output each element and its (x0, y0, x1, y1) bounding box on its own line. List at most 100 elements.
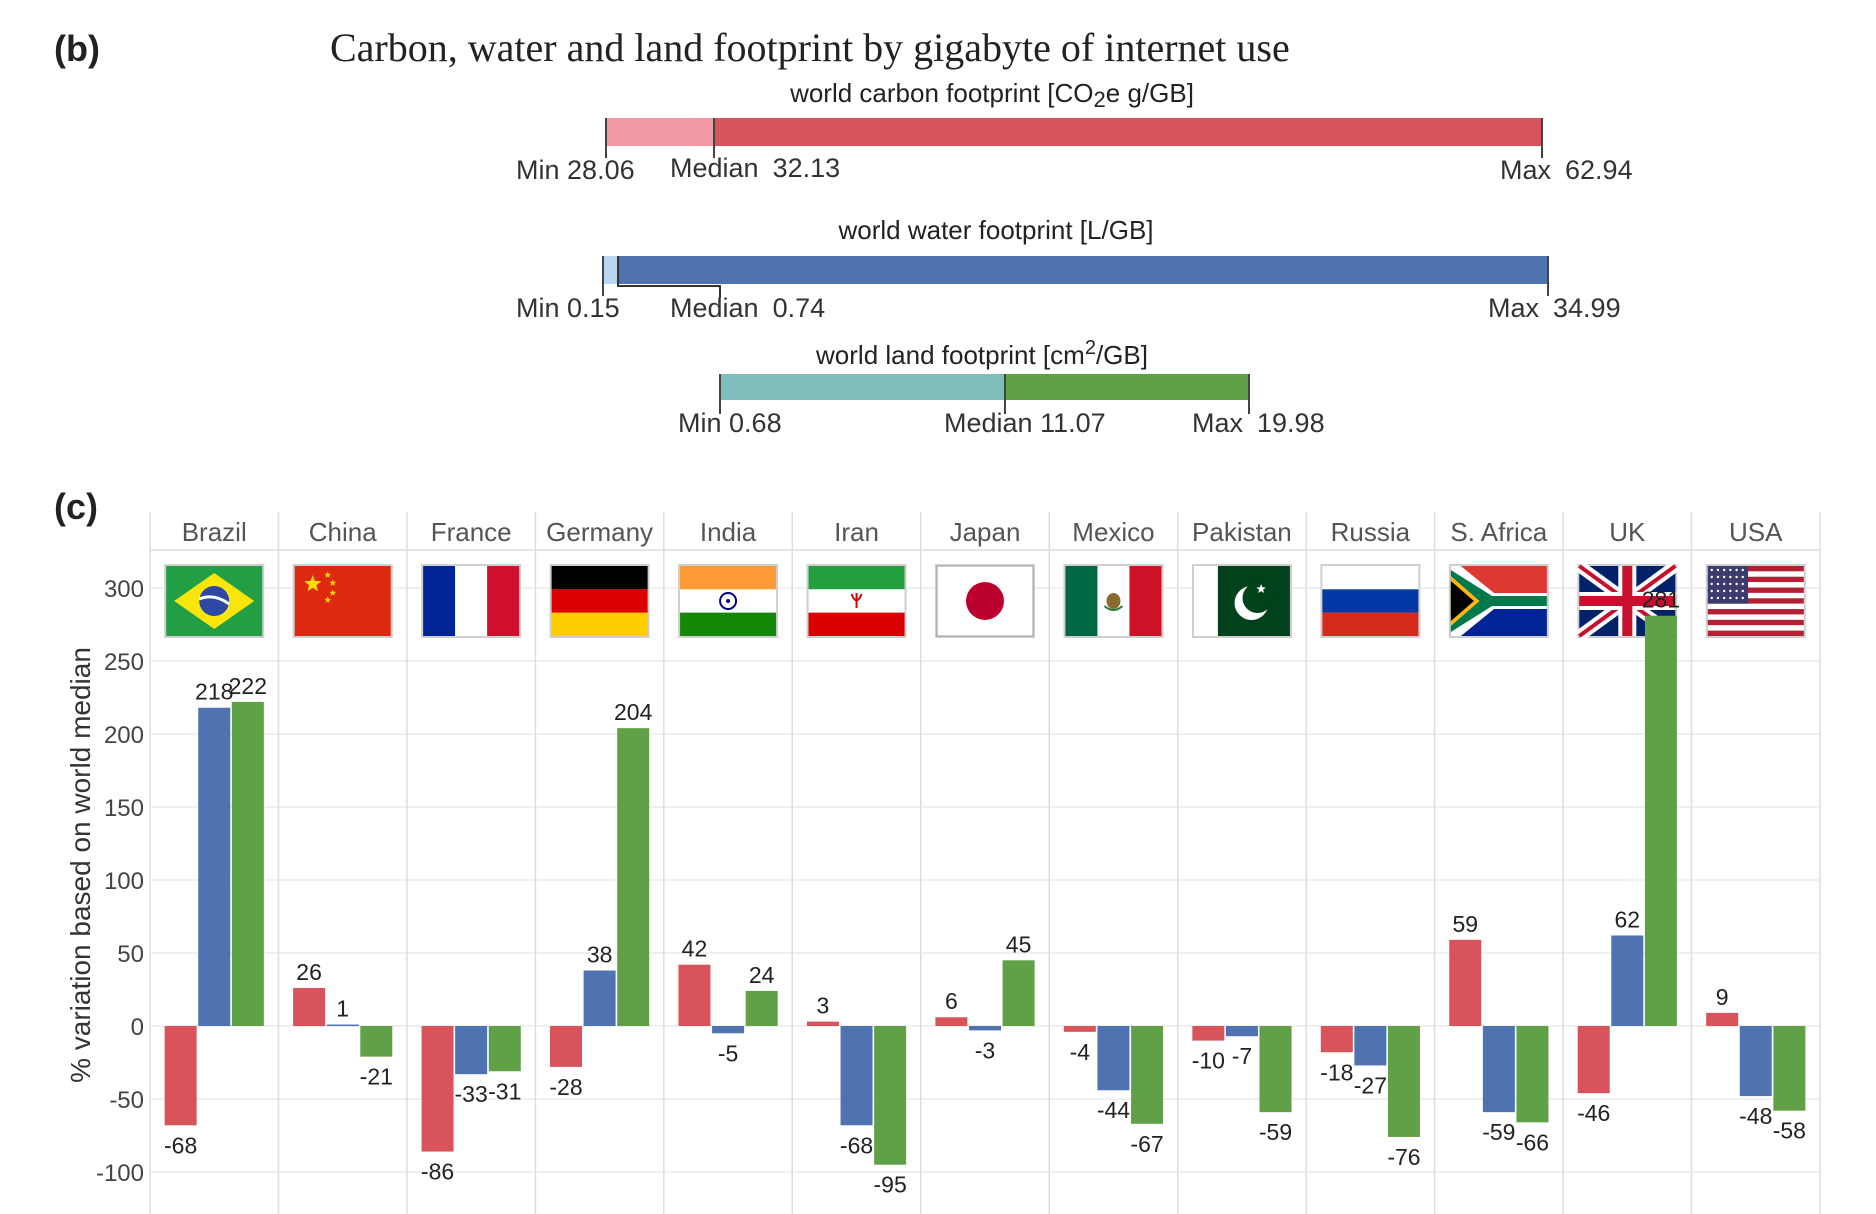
data-label: 26 (296, 959, 322, 985)
bar-iran-s3 (874, 1026, 907, 1165)
data-label: -59 (1259, 1119, 1292, 1145)
data-label: -67 (1130, 1131, 1163, 1157)
data-label: -68 (164, 1132, 197, 1158)
country-label-japan: Japan (950, 517, 1021, 547)
country-label-russia: Russia (1331, 517, 1411, 547)
water-median-tick (617, 256, 721, 298)
bar-iran-s1 (806, 1021, 839, 1026)
data-label: -59 (1482, 1119, 1515, 1145)
bar-s-africa-s2 (1482, 1026, 1515, 1113)
germany-flag (549, 564, 650, 638)
panel-b-label: (b) (54, 28, 100, 69)
bar-india-s3 (745, 990, 778, 1026)
south-africa-flag (1448, 564, 1549, 638)
carbon-min-label: Min 28.06 (516, 155, 635, 185)
bar-germany-s2 (583, 970, 616, 1026)
bar-mexico-s3 (1131, 1026, 1164, 1124)
bar-russia-s1 (1320, 1026, 1353, 1053)
data-label: -66 (1516, 1129, 1549, 1155)
bar-france-s2 (455, 1026, 488, 1075)
data-label: -28 (549, 1074, 582, 1100)
carbon-median-label: Median 32.13 (670, 153, 841, 183)
russia-flag (1320, 564, 1421, 638)
country-headers: Brazil China France Germany India Iran Japan Me… (182, 517, 1783, 547)
bar-s-africa-s3 (1516, 1026, 1549, 1123)
data-label: -44 (1097, 1097, 1130, 1123)
data-label: -7 (1232, 1043, 1252, 1069)
bar-germany-s1 (550, 1026, 583, 1067)
land-max-label: Max 19.98 (1192, 408, 1325, 438)
bar-russia-s2 (1354, 1026, 1387, 1066)
footprint-ranges (602, 118, 1549, 414)
data-label: 6 (945, 988, 958, 1014)
water-median-label: Median 0.74 (670, 293, 826, 323)
y-tick-label: 200 (104, 722, 144, 749)
data-label: -68 (840, 1132, 873, 1158)
data-label: -86 (421, 1159, 454, 1185)
carbon-max-label: Max 62.94 (1500, 155, 1633, 185)
country-label-s-africa: S. Africa (1450, 517, 1547, 547)
data-label: 24 (749, 962, 775, 988)
bar-pakistan-s1 (1192, 1026, 1225, 1041)
y-tick-label: 300 (104, 576, 144, 603)
bar-france-s1 (421, 1026, 454, 1152)
china-flag (292, 564, 393, 638)
carbon-min-median-bar (606, 118, 714, 146)
bar-china-s3 (360, 1026, 393, 1057)
water-max-label: Max 34.99 (1488, 293, 1621, 323)
data-label: -3 (975, 1037, 995, 1063)
data-label: -31 (488, 1078, 521, 1104)
country-label-brazil: Brazil (182, 517, 247, 547)
country-label-france: France (431, 517, 512, 547)
country-label-iran: Iran (834, 517, 879, 547)
data-label: 9 (1716, 984, 1729, 1010)
bar-iran-s2 (840, 1026, 873, 1126)
data-label: -5 (718, 1040, 738, 1066)
bar-brazil-s3 (231, 701, 264, 1026)
data-label: -4 (1070, 1039, 1091, 1065)
data-label: -33 (455, 1081, 488, 1107)
data-label: 204 (614, 699, 653, 725)
country-label-usa: USA (1729, 517, 1783, 547)
iran-flag (806, 564, 907, 638)
data-label: -27 (1354, 1072, 1387, 1098)
y-tick-label: -100 (96, 1160, 144, 1187)
chart-title: Carbon, water and land footprint by giga… (330, 25, 1290, 70)
country-flags (164, 561, 1806, 641)
data-label: -18 (1320, 1059, 1353, 1085)
data-label: 45 (1006, 931, 1032, 957)
bar-uk-s2 (1611, 935, 1644, 1026)
bar-pakistan-s2 (1225, 1026, 1258, 1037)
bar-mexico-s2 (1097, 1026, 1130, 1091)
data-label: 38 (587, 942, 613, 968)
country-label-india: India (700, 517, 757, 547)
water-median-max-bar (618, 256, 1548, 284)
bar-brazil-s2 (198, 707, 231, 1026)
y-tick-label: 250 (104, 649, 144, 676)
land-footprint-title: world land footprint [cm2/GB] (816, 337, 1148, 370)
y-tick-label: -50 (109, 1087, 144, 1114)
france-flag (421, 564, 522, 638)
water-footprint-title: world water footprint [L/GB] (838, 215, 1154, 245)
bar-japan-s1 (935, 1017, 968, 1026)
data-label: 1 (336, 996, 349, 1022)
bar-brazil-s1 (164, 1026, 197, 1126)
land-median-max-bar (1005, 374, 1249, 400)
data-label: -48 (1739, 1103, 1772, 1129)
country-label-mexico: Mexico (1072, 517, 1154, 547)
bar-india-s1 (678, 964, 711, 1026)
bar-uk-s3 (1644, 615, 1677, 1026)
country-label-china: China (309, 517, 377, 547)
data-label: 42 (682, 936, 708, 962)
y-tick-label: 0 (131, 1014, 144, 1041)
bar-russia-s3 (1387, 1026, 1420, 1137)
bar-s-africa-s1 (1449, 939, 1482, 1026)
bar-france-s3 (488, 1026, 521, 1072)
data-label: -76 (1387, 1144, 1420, 1170)
chart-bars (164, 615, 1806, 1165)
data-label: 218 (195, 679, 233, 705)
data-label: -58 (1773, 1118, 1806, 1144)
carbon-median-max-bar (714, 118, 1542, 146)
bar-japan-s3 (1002, 960, 1035, 1026)
